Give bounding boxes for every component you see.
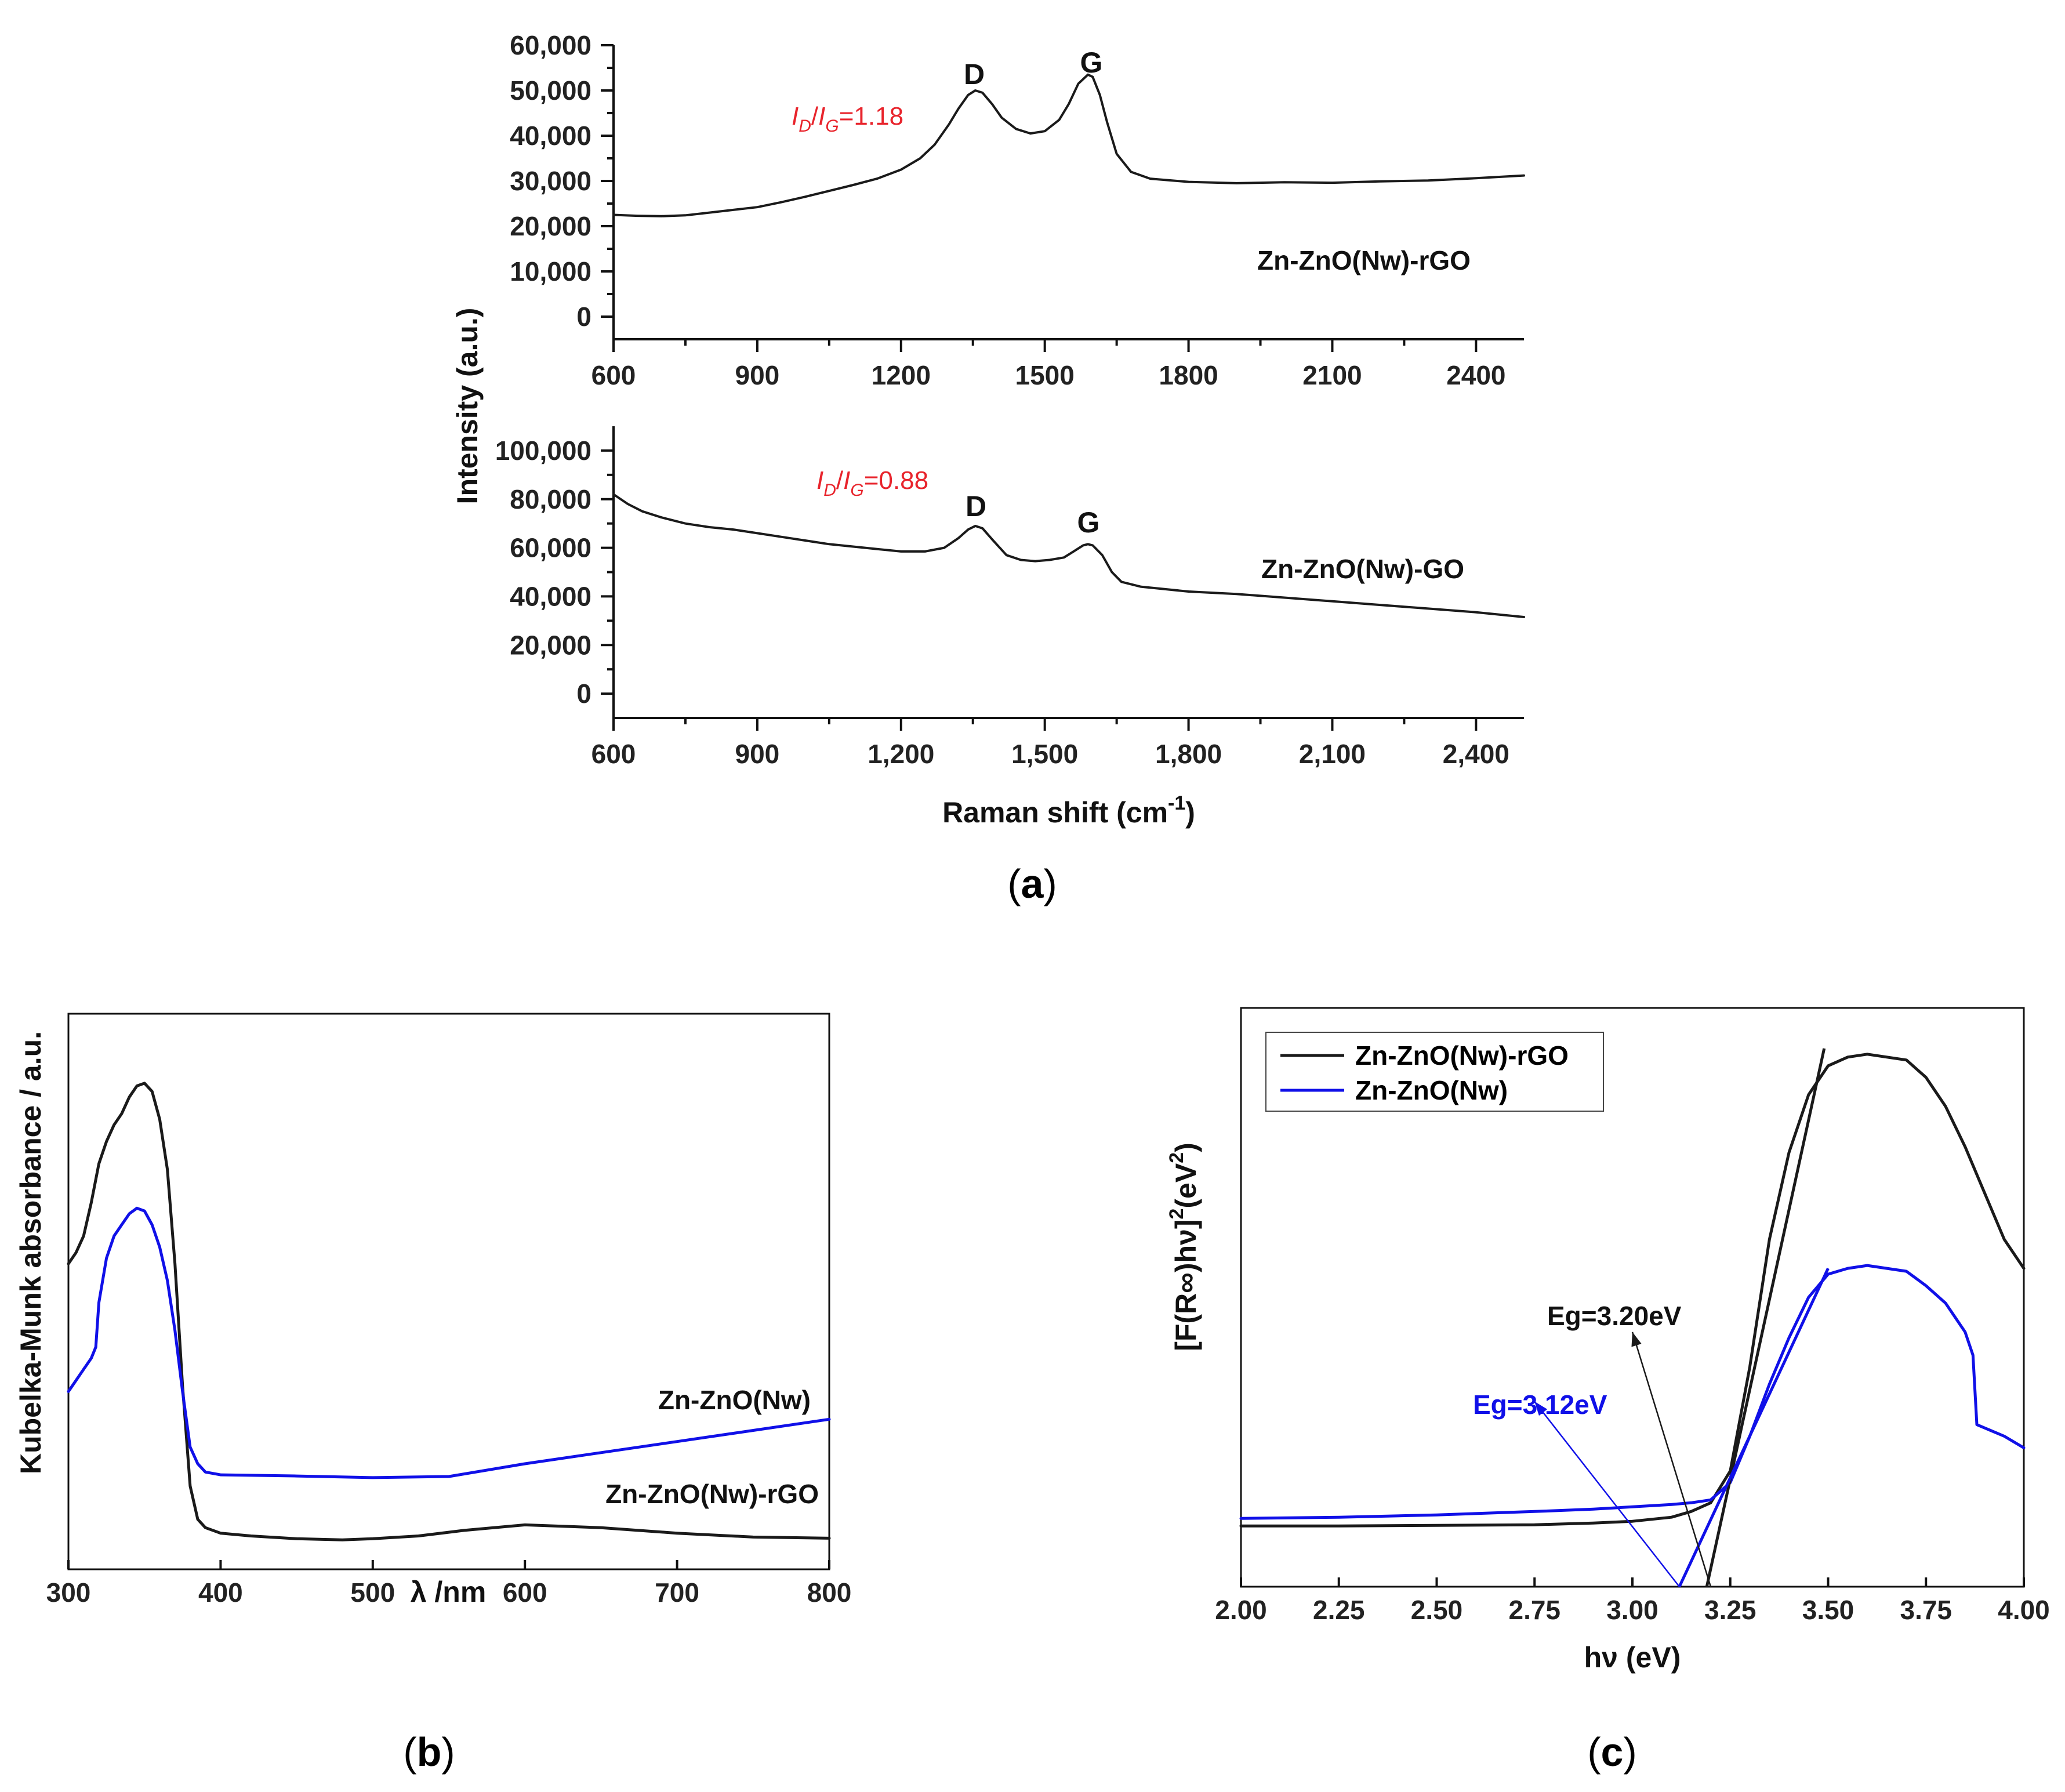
panel-a-top-xticks: 600 900 1200 1500 1800 2100 2400 (591, 339, 1506, 390)
c-xtick-label-6: 3.50 (1802, 1595, 1854, 1625)
panel-b-xlabel: λ /nm (411, 1576, 487, 1608)
panel-c: 2.00 2.25 2.50 2.75 3.00 3.25 3.50 3.75 4.00 Eg=… (1166, 1007, 2050, 1674)
panel-c-tangent-rgo (1705, 1048, 1826, 1587)
panel-a-top-peak-g: G (1080, 46, 1103, 79)
c-xtick-label-5: 3.25 (1704, 1595, 1756, 1625)
c-xtick-label-3: 2.75 (1508, 1595, 1560, 1625)
a-top-ytick-label-4: 40,000 (510, 121, 591, 151)
a-top-xtick-label-6: 2400 (1446, 360, 1505, 390)
c-xtick-label-4: 3.00 (1606, 1595, 1658, 1625)
b-xtick-label-5: 800 (807, 1577, 852, 1608)
panel-c-arrowhead-eg-black (1631, 1332, 1642, 1347)
panel-a-bottom-series-label: Zn-ZnO(Nw)-GO (1261, 554, 1464, 584)
panel-b-label-rgo: Zn-ZnO(Nw)-rGO (605, 1479, 819, 1509)
a-top-xtick-label-0: 600 (591, 360, 636, 390)
panel-a-top: 0 10,000 20,000 30,000 40,000 50,000 60,000 60… (510, 30, 1525, 390)
c-xtick-label-0: 2.00 (1215, 1595, 1267, 1625)
a-top-ytick-label-1: 10,000 (510, 256, 591, 286)
a-bottom-ytick-label-0: 0 (576, 679, 591, 709)
panel-a-top-yticks: 0 10,000 20,000 30,000 40,000 50,000 60,000 (510, 30, 614, 332)
panel-c-series-nw (1239, 1264, 2026, 1520)
panel-b-series-nw (67, 1206, 831, 1479)
panel-c-xlabel: hν (eV) (1584, 1641, 1681, 1674)
panel-a-xlabel: Raman shift (cm-1) (942, 792, 1195, 829)
panel-c-legend: Zn-ZnO(Nw)-rGO Zn-ZnO(Nw) (1265, 1032, 1604, 1112)
panel-c-arrow-eg-black (1631, 1332, 1712, 1587)
a-top-xtick-label-4: 1800 (1159, 360, 1218, 390)
panel-c-eg-black: Eg=3.20eV (1547, 1301, 1682, 1331)
panel-b-frame (67, 1013, 830, 1570)
panel-c-legend-label-nw: Zn-ZnO(Nw) (1355, 1075, 1508, 1105)
caption-b: (b) (403, 1729, 455, 1775)
panel-c-legend-box (1265, 1032, 1604, 1112)
c-xtick-label-7: 3.75 (1900, 1595, 1952, 1625)
b-xtick-label-3: 600 (503, 1577, 547, 1608)
panel-c-tangent-nw (1678, 1268, 1830, 1588)
a-top-ytick-label-0: 0 (576, 302, 591, 332)
c-xtick-label-8: 4.00 (1998, 1595, 2050, 1625)
panel-a-bottom: 0 20,000 40,000 60,000 80,000 100,000 600 900 1… (495, 426, 1525, 829)
panel-a-bottom-yticks: 0 20,000 40,000 60,000 80,000 100,000 (495, 436, 614, 709)
panel-a-bottom-peak-g: G (1077, 506, 1100, 539)
a-top-xtick-label-3: 1500 (1015, 360, 1075, 390)
c-xtick-label-2: 2.50 (1411, 1595, 1463, 1625)
a-top-xtick-label-1: 900 (735, 360, 780, 390)
a-top-ytick-label-5: 50,000 (510, 75, 591, 106)
panel-c-series-rgo (1239, 1053, 2026, 1528)
panel-c-arrowhead-eg-blue (1534, 1401, 1548, 1416)
b-xtick-label-2: 500 (350, 1577, 395, 1608)
a-bottom-ytick-label-4: 80,000 (510, 484, 591, 514)
a-top-ytick-label-2: 20,000 (510, 211, 591, 241)
a-bottom-ytick-label-5: 100,000 (495, 436, 591, 466)
a-bottom-xtick-label-6: 2,400 (1443, 739, 1509, 769)
panel-b-ylabel: Kubelka-Munk absorbance / a.u. (14, 1031, 47, 1474)
panel-b-series-rgo (67, 1082, 831, 1541)
a-bottom-xtick-label-2: 1,200 (868, 739, 934, 769)
b-xtick-label-1: 400 (198, 1577, 243, 1608)
panel-c-eg-blue: Eg=3.12eV (1473, 1390, 1607, 1420)
a-bottom-xtick-label-4: 1,800 (1155, 739, 1222, 769)
b-xtick-label-4: 700 (655, 1577, 699, 1608)
panel-a-bottom-series-go (612, 493, 1525, 618)
a-bottom-xtick-label-0: 600 (591, 739, 636, 769)
caption-c: (c) (1587, 1729, 1637, 1775)
a-top-xtick-label-2: 1200 (872, 360, 931, 390)
a-top-ytick-label-6: 60,000 (510, 30, 591, 60)
panel-a-bottom-peak-d: D (966, 490, 986, 523)
a-bottom-xtick-label-5: 2,100 (1299, 739, 1366, 769)
b-xtick-label-0: 300 (46, 1577, 91, 1608)
a-bottom-xtick-label-1: 900 (735, 739, 780, 769)
panel-a-bottom-ratio: ID/IG=0.88 (816, 466, 928, 500)
panel-a-top-series-label: Zn-ZnO(Nw)-rGO (1257, 245, 1471, 275)
a-bottom-ytick-label-3: 60,000 (510, 533, 591, 563)
panel-c-arrow-eg-blue (1534, 1401, 1680, 1587)
a-bottom-ytick-label-2: 40,000 (510, 581, 591, 611)
panel-a-top-ratio: ID/IG=1.18 (792, 102, 903, 136)
c-xtick-label-1: 2.25 (1313, 1595, 1365, 1625)
a-bottom-ytick-label-1: 20,000 (510, 630, 591, 660)
panel-b-xticks: 300 400 500 600 700 800 (46, 1560, 852, 1608)
panel-c-legend-label-rgo: Zn-ZnO(Nw)-rGO (1355, 1040, 1569, 1071)
panel-a-ylabel: Intensity (a.u.) (451, 308, 484, 505)
panel-b-label-nw: Zn-ZnO(Nw) (658, 1385, 811, 1415)
panel-c-ylabel: [F(R∞)hν]2(eV2) (1166, 1142, 1202, 1351)
panel-a-top-peak-d: D (964, 58, 985, 90)
panel-c-xticks: 2.00 2.25 2.50 2.75 3.00 3.25 3.50 3.75 4.00 (1215, 1577, 2050, 1625)
a-top-xtick-label-5: 2100 (1302, 360, 1362, 390)
panel-a-bottom-xticks: 600 900 1,200 1,500 1,800 2,100 2,400 (591, 718, 1509, 769)
caption-a: (a) (1007, 861, 1057, 906)
panel-a-top-series-rgo (612, 73, 1525, 217)
panel-b: 300 400 500 600 700 800 Zn-ZnO(Nw) Zn-ZnO(Nw)… (14, 1013, 852, 1608)
a-bottom-xtick-label-3: 1,500 (1011, 739, 1078, 769)
a-top-ytick-label-3: 30,000 (510, 166, 591, 196)
